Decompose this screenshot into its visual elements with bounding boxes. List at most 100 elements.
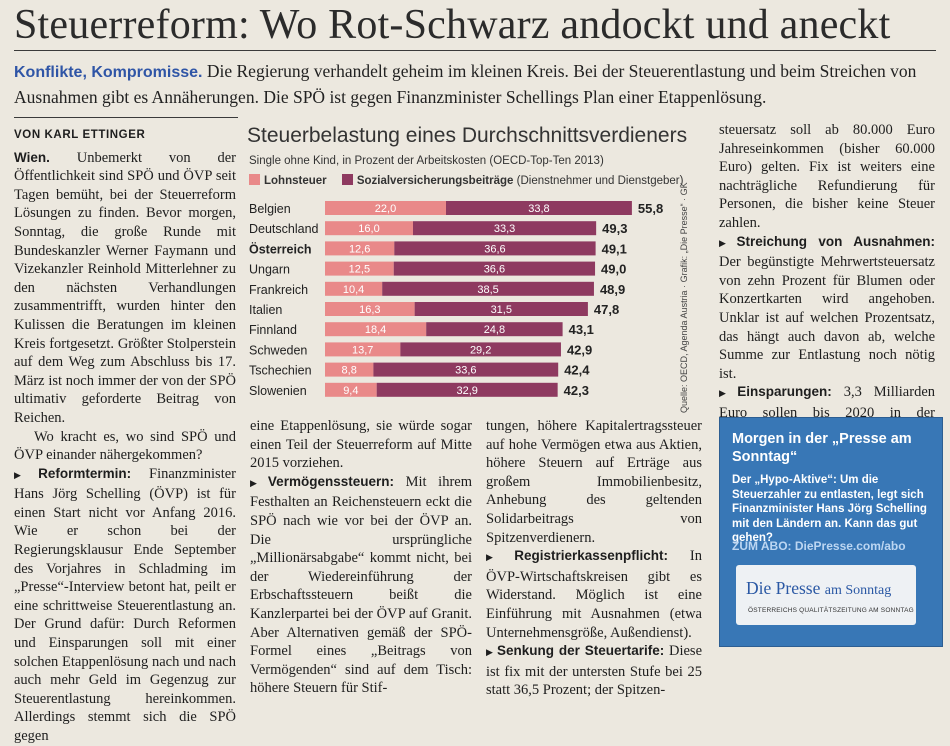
bar-lohnsteuer [325,261,394,276]
ad-subscribe-link[interactable]: ZUM ABO: DiePresse.com/abo [732,539,906,553]
bar-value-label: 13,7 [352,344,373,356]
bar-value-label: 16,3 [359,304,380,316]
category-label: Schweden [249,343,307,357]
category-label: Ungarn [249,263,290,277]
total-label: 49,1 [602,241,627,256]
legend-suffix: (Dienstnehmer und Dienstgeber) [516,175,684,187]
headline-rule [14,50,936,51]
section-label: Einsparungen: [737,384,832,400]
bar-lohnsteuer [325,362,374,377]
section-label: Streichung von Ausnahmen: [736,233,936,249]
legend-label: Lohnsteuer [264,175,327,187]
bar-lohnsteuer [325,201,446,215]
subscription-ad[interactable]: Morgen in der „Presse am Sonntag“ Der „H… [719,417,943,647]
ad-heading: Morgen in der „Presse am Sonntag“ [732,431,912,465]
bar-sozial [394,241,596,256]
paragraph: In ÖVP-Wirtschaftskreisen gibt es Widers… [486,548,703,641]
section-label: Reformtermin: [38,465,132,481]
bar-value-label: 12,6 [349,243,370,255]
article-column-1: VON KARL ETTINGER Wien. Unbemerkt von de… [14,126,236,746]
triangle-bullet-icon: ▶ [14,470,36,481]
category-label: Österreich [249,241,312,256]
lead-paragraph: Konflikte, Kompromisse. Die Regierung ve… [14,59,939,109]
total-label: 49,3 [602,221,627,236]
bar-value-label: 16,0 [358,223,379,235]
bar-value-label: 33,6 [455,365,476,377]
category-label: Belgien [249,202,291,216]
bar-sozial [376,382,558,397]
category-label: Deutschland [249,222,319,236]
bar-lohnsteuer [325,322,427,337]
bar-lohnsteuer [325,382,377,397]
bar-lohnsteuer [325,302,415,316]
chart-bars: Belgien 22,0 33,8 55,8 Deutschland 16,0 33,3 49… [249,201,663,398]
paragraph: Unbemerkt von der Öffentlichkeit sind SP… [14,149,236,426]
bar-value-label: 33,8 [528,203,549,215]
bar-sozial [393,261,596,276]
total-label: 42,3 [564,383,589,398]
bar-sozial [382,281,594,296]
logo-main: Die Presse [746,578,821,598]
bar-lohnsteuer [325,342,401,357]
dateline: Wien. [14,149,50,165]
paragraph: Der begünstigte Mehrwertsteuersatz von z… [719,254,935,382]
bar-value-label: 38,5 [477,284,498,296]
paragraph: steuersatz soll ab 80.000 Euro Jahresein… [719,122,935,231]
bar-sozial [426,322,563,337]
legend-swatch [249,174,260,185]
newspaper-logo: Die Presse am Sonntag ÖSTERREICHS QUALIT… [736,565,916,625]
bar-sozial [446,201,632,215]
bar-value-label: 24,8 [484,324,505,336]
bar-lohnsteuer [325,281,383,296]
paragraph: tungen, höhere Kapitalertragssteuer auf … [486,418,702,546]
total-label: 42,9 [567,342,592,357]
bar-value-label: 32,9 [456,385,477,397]
triangle-bullet-icon: ▶ [486,648,495,659]
total-label: 47,8 [594,302,619,317]
total-label: 42,4 [564,363,590,378]
bar-value-label: 10,4 [343,284,364,296]
triangle-bullet-icon: ▶ [719,389,735,400]
bar-value-label: 36,6 [484,264,505,276]
logo-sub: am Sonntag [824,583,892,598]
bar-value-label: 8,8 [342,365,357,377]
bar-value-label: 36,6 [484,243,505,255]
bar-lohnsteuer [325,241,395,256]
legend-swatch [341,174,353,185]
paragraph: Mit ihrem Festhalten an Reichensteuern e… [250,473,472,697]
bar-value-label: 29,2 [470,344,491,356]
headline: Steuerreform: Wo Rot-Schwarz andockt und… [14,2,891,48]
bar-sozial [413,221,597,236]
category-label: Slowenien [249,384,307,398]
bar-value-label: 33,3 [494,223,515,235]
bar-value-label: 22,0 [375,203,396,215]
section-label: Registrierkassenpflicht: [514,548,669,564]
article-column-3: tungen, höhere Kapitalertragssteuer auf … [486,417,702,700]
paragraph: Wo kracht es, wo sind SPÖ und ÖVP einand… [14,428,236,464]
legend-label: Sozialversicherungsbeiträge [356,175,514,187]
section-label: Vermögenssteuern: [267,473,394,489]
bar-value-label: 31,5 [491,304,512,316]
triangle-bullet-icon: ▶ [250,478,265,489]
lead-text: Die Regierung verhandelt geheim im klein… [14,61,917,107]
column-rule [14,117,238,118]
category-label: Finnland [249,323,297,337]
bar-sozial [400,342,561,357]
chart-legend: Lohnsteuer Sozialversicherungsbeiträge (… [249,174,695,187]
bar-lohnsteuer [325,221,413,236]
tax-burden-chart: Steuerbelastung eines Durchschnittsverdi… [247,121,707,413]
bar-value-label: 9,4 [343,385,358,397]
bar-value-label: 18,4 [365,324,386,336]
triangle-bullet-icon: ▶ [719,238,734,249]
ad-body: Der „Hypo-Aktive“: Um die Steuerzahler z… [732,474,927,544]
category-label: Frankreich [249,283,308,297]
legend-item-sozial: Sozialversicherungsbeiträge (Dienstnehme… [341,174,684,187]
category-label: Tschechien [249,364,312,378]
legend-item-lohnsteuer: Lohnsteuer [249,174,327,187]
bar-value-label: 12,5 [349,264,370,276]
chart-subtitle: Single ohne Kind, in Prozent der Arbeits… [249,155,604,167]
triangle-bullet-icon: ▶ [486,553,512,564]
logo-text: Die Presse am Sonntag [746,578,891,599]
chart-title: Steuerbelastung eines Durchschnittsverdi… [247,124,688,147]
paragraph: eine Etappenlösung, sie würde sogar eine… [250,418,472,472]
